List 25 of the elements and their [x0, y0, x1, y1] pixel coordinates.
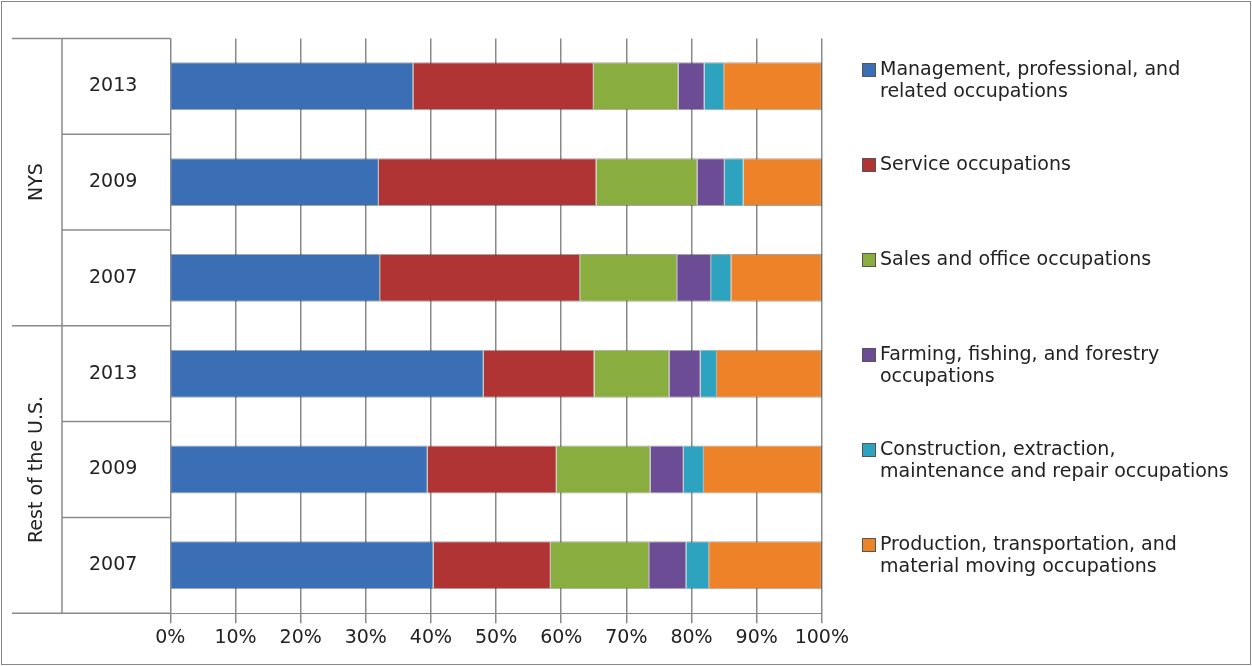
y-tick-label: 2009	[88, 169, 138, 192]
x-tick-label: 0%	[155, 624, 186, 647]
y-tick-label: 2013	[88, 73, 138, 96]
legend-label: Farming, fishing, and forestry occupations	[880, 342, 1161, 386]
x-tick-label: 90%	[735, 624, 778, 647]
x-tick-label: 40%	[409, 624, 453, 647]
x-tick-label: 60%	[540, 624, 583, 647]
x-tick-label: 20%	[279, 624, 322, 647]
x-tick-label: 10%	[214, 624, 257, 647]
y-tick-label: 2007	[88, 552, 138, 575]
text: Rest of the U.S.	[23, 395, 46, 544]
y-tick-label: 2009	[88, 456, 138, 479]
x-tick-label: 50%	[474, 624, 518, 647]
x-tick-label: 30%	[344, 624, 387, 647]
legend-label: Construction, extraction, maintenance and repair occupations	[880, 437, 1230, 481]
legend-label: Management, professional, and related occupations	[880, 57, 1182, 101]
legend-label: Sales and office occupations	[880, 247, 1152, 269]
legend-label: Production, transportation, and material moving occupations	[880, 532, 1178, 576]
text: NYS	[23, 163, 46, 202]
x-tick-label: 80%	[670, 624, 713, 647]
y-tick-label: 2013	[88, 360, 138, 383]
legend-label: Service occupations	[880, 152, 1071, 174]
x-tick-label: 70%	[605, 624, 648, 647]
x-tick-label: 100%	[794, 624, 849, 647]
y-tick-label: 2007	[88, 264, 138, 287]
